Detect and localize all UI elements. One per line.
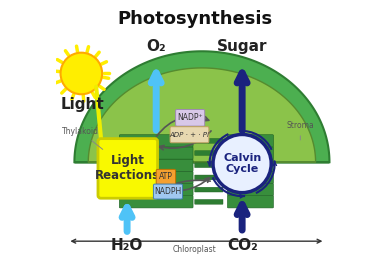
FancyBboxPatch shape xyxy=(153,184,183,199)
FancyBboxPatch shape xyxy=(195,175,223,180)
Text: CO₂: CO₂ xyxy=(227,238,257,253)
FancyBboxPatch shape xyxy=(195,199,223,204)
Text: O₂: O₂ xyxy=(146,39,166,54)
Text: Light: Light xyxy=(61,97,105,112)
FancyBboxPatch shape xyxy=(156,169,176,184)
FancyBboxPatch shape xyxy=(119,196,193,208)
FancyBboxPatch shape xyxy=(227,196,273,208)
FancyBboxPatch shape xyxy=(98,139,158,198)
Text: NADPH: NADPH xyxy=(154,187,182,196)
FancyBboxPatch shape xyxy=(119,135,193,147)
FancyBboxPatch shape xyxy=(195,138,223,143)
Text: Calvin
Cycle: Calvin Cycle xyxy=(223,153,261,174)
Polygon shape xyxy=(88,68,316,162)
FancyBboxPatch shape xyxy=(119,147,193,159)
FancyBboxPatch shape xyxy=(195,151,223,155)
FancyBboxPatch shape xyxy=(195,163,223,168)
FancyBboxPatch shape xyxy=(227,135,273,147)
FancyBboxPatch shape xyxy=(119,171,193,183)
FancyBboxPatch shape xyxy=(227,171,273,183)
Text: H₂O: H₂O xyxy=(111,238,143,253)
FancyBboxPatch shape xyxy=(195,187,223,192)
Circle shape xyxy=(213,134,271,193)
Text: Photosynthesis: Photosynthesis xyxy=(117,10,273,28)
Text: ATP: ATP xyxy=(159,172,173,181)
Text: Light
Reactions: Light Reactions xyxy=(95,154,160,182)
FancyBboxPatch shape xyxy=(227,183,273,196)
Text: Stroma: Stroma xyxy=(287,121,314,140)
FancyBboxPatch shape xyxy=(170,127,209,143)
Text: NADP⁺: NADP⁺ xyxy=(177,113,203,122)
FancyBboxPatch shape xyxy=(227,147,273,159)
FancyBboxPatch shape xyxy=(119,159,193,171)
Text: Chloroplast: Chloroplast xyxy=(173,245,217,254)
FancyBboxPatch shape xyxy=(119,183,193,196)
Circle shape xyxy=(60,53,102,94)
Polygon shape xyxy=(74,51,330,162)
Text: Thylakoid: Thylakoid xyxy=(62,127,103,149)
Text: ADP · + · Pi: ADP · + · Pi xyxy=(170,132,209,138)
FancyBboxPatch shape xyxy=(227,159,273,171)
Text: Sugar: Sugar xyxy=(217,39,268,54)
FancyBboxPatch shape xyxy=(176,109,205,126)
